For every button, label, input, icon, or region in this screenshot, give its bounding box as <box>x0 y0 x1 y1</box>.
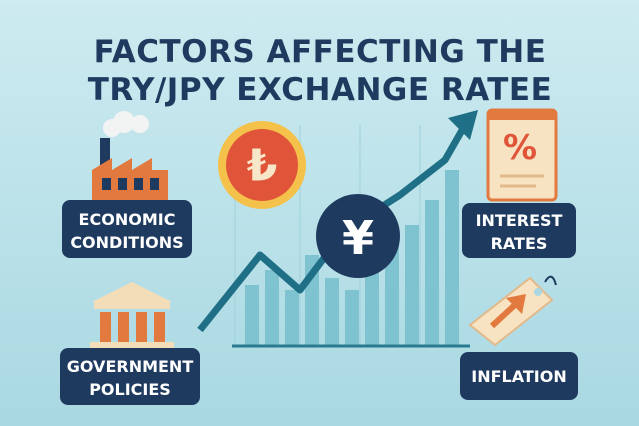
interest-icon: % <box>486 108 558 202</box>
title-line: FACTORS AFFECTING THE <box>94 34 547 70</box>
inflation-icon <box>468 275 557 347</box>
title-line: TRY/JPY EXCHANGE RATEE <box>88 72 553 108</box>
factor-label: CONDITIONS <box>70 233 183 252</box>
label-box <box>460 352 578 400</box>
lira-coin <box>226 129 298 201</box>
lira-symbol: ₺ <box>247 141 278 192</box>
factor-label: INFLATION <box>471 367 566 386</box>
label-box <box>462 203 576 258</box>
factor-label: RATES <box>491 234 548 253</box>
decor-bars <box>245 170 459 345</box>
factor-label: POLICIES <box>89 380 171 399</box>
percent-symbol: % <box>503 128 537 168</box>
label-box <box>60 348 200 405</box>
yen-coin <box>316 194 400 278</box>
government-icon <box>90 282 174 350</box>
factor-label: ECONOMIC <box>79 210 176 229</box>
label-box <box>62 200 192 258</box>
factor-label: GOVERNMENT <box>67 357 194 376</box>
arrow-head <box>448 110 478 140</box>
yen-symbol: ¥ <box>342 211 374 265</box>
factory-icon <box>92 111 168 200</box>
factor-label: INTEREST <box>476 211 563 230</box>
